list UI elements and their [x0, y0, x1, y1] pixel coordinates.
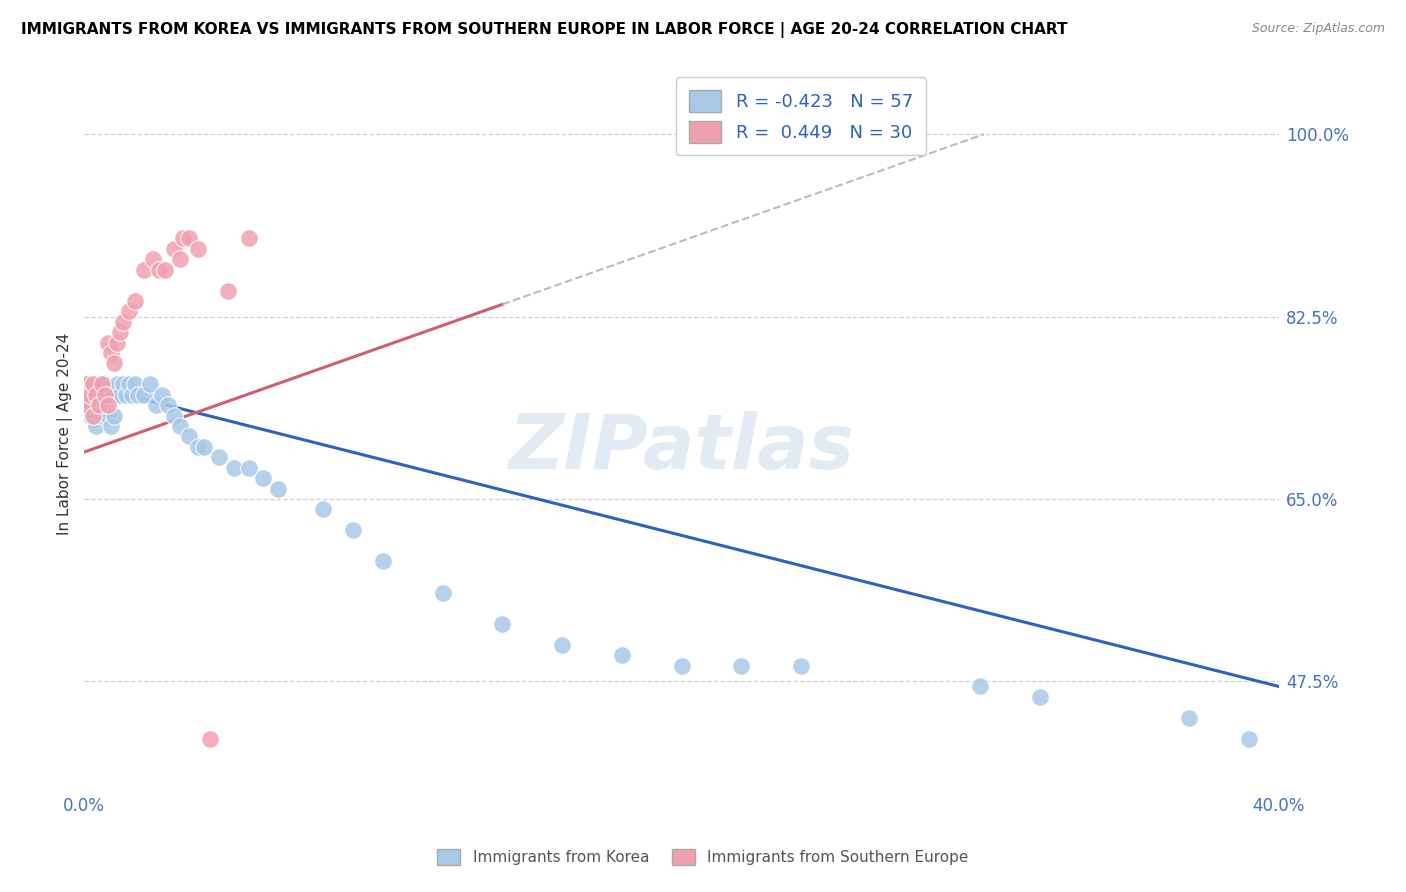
Point	[127, 388, 149, 402]
Point	[222, 460, 245, 475]
Point	[103, 409, 125, 423]
Point	[177, 231, 200, 245]
Point	[238, 460, 260, 475]
Point	[491, 616, 513, 631]
Point	[1029, 690, 1052, 704]
Point	[267, 482, 290, 496]
Point	[76, 377, 98, 392]
Point	[121, 388, 143, 402]
Point	[1237, 731, 1260, 746]
Y-axis label: In Labor Force | Age 20-24: In Labor Force | Age 20-24	[58, 333, 73, 535]
Point	[89, 398, 111, 412]
Text: ZIPatlas: ZIPatlas	[509, 411, 855, 485]
Point	[79, 398, 101, 412]
Point	[187, 242, 209, 256]
Point	[969, 680, 991, 694]
Point	[124, 293, 146, 308]
Point	[342, 523, 364, 537]
Point	[163, 242, 186, 256]
Point	[153, 262, 176, 277]
Point	[89, 398, 111, 412]
Point	[312, 502, 335, 516]
Point	[82, 377, 104, 392]
Point	[91, 388, 114, 402]
Point	[103, 388, 125, 402]
Point	[79, 409, 101, 423]
Point	[124, 377, 146, 392]
Point	[252, 471, 274, 485]
Point	[432, 585, 454, 599]
Point	[610, 648, 633, 663]
Legend: Immigrants from Korea, Immigrants from Southern Europe: Immigrants from Korea, Immigrants from S…	[432, 843, 974, 871]
Point	[187, 440, 209, 454]
Point	[132, 388, 155, 402]
Point	[84, 388, 107, 402]
Point	[84, 388, 107, 402]
Point	[156, 398, 179, 412]
Point	[82, 409, 104, 423]
Point	[108, 325, 131, 339]
Point	[76, 398, 98, 412]
Point	[139, 377, 162, 392]
Point	[100, 388, 122, 402]
Point	[82, 409, 104, 423]
Point	[84, 419, 107, 434]
Point	[97, 335, 120, 350]
Point	[730, 658, 752, 673]
Point	[94, 388, 117, 402]
Point	[91, 409, 114, 423]
Point	[145, 398, 167, 412]
Point	[100, 419, 122, 434]
Point	[208, 450, 231, 465]
Point	[79, 388, 101, 402]
Point	[105, 377, 128, 392]
Point	[82, 377, 104, 392]
Point	[198, 731, 221, 746]
Point	[551, 638, 574, 652]
Point	[142, 252, 165, 267]
Point	[169, 252, 191, 267]
Point	[238, 231, 260, 245]
Point	[112, 377, 135, 392]
Point	[169, 419, 191, 434]
Point	[790, 658, 813, 673]
Point	[172, 231, 194, 245]
Point	[76, 388, 98, 402]
Point	[76, 377, 98, 392]
Point	[115, 388, 138, 402]
Text: Source: ZipAtlas.com: Source: ZipAtlas.com	[1251, 22, 1385, 36]
Point	[371, 554, 394, 568]
Point	[163, 409, 186, 423]
Point	[118, 304, 141, 318]
Point	[132, 262, 155, 277]
Point	[89, 377, 111, 392]
Point	[112, 315, 135, 329]
Point	[100, 346, 122, 360]
Point	[193, 440, 215, 454]
Point	[1178, 711, 1201, 725]
Point	[217, 284, 239, 298]
Point	[105, 335, 128, 350]
Point	[177, 429, 200, 443]
Point	[97, 409, 120, 423]
Point	[671, 658, 693, 673]
Point	[108, 388, 131, 402]
Point	[97, 388, 120, 402]
Point	[103, 356, 125, 370]
Point	[94, 398, 117, 412]
Legend: R = -0.423   N = 57, R =  0.449   N = 30: R = -0.423 N = 57, R = 0.449 N = 30	[676, 77, 925, 155]
Point	[148, 262, 170, 277]
Text: IMMIGRANTS FROM KOREA VS IMMIGRANTS FROM SOUTHERN EUROPE IN LABOR FORCE | AGE 20: IMMIGRANTS FROM KOREA VS IMMIGRANTS FROM…	[21, 22, 1067, 38]
Point	[150, 388, 173, 402]
Point	[94, 377, 117, 392]
Point	[91, 377, 114, 392]
Point	[97, 398, 120, 412]
Point	[118, 377, 141, 392]
